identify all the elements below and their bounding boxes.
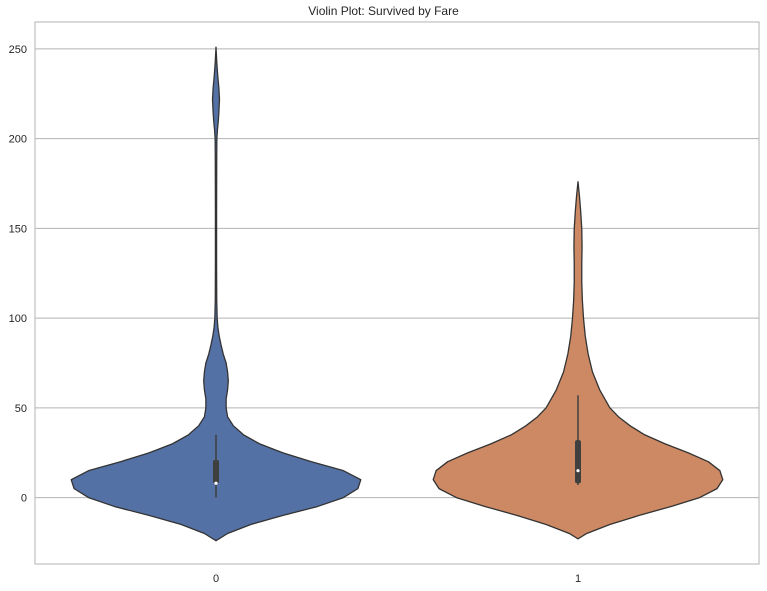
y-tick-label: 200 (9, 134, 27, 146)
x-tick-label: 1 (575, 573, 581, 585)
y-tick-label: 250 (9, 44, 27, 56)
median-dot-0 (214, 481, 218, 485)
box-plots (213, 395, 581, 498)
violin-0 (70, 46, 362, 542)
plot-frame (34, 21, 760, 565)
violin-1 (432, 181, 724, 540)
iqr-box-0 (213, 459, 219, 484)
y-tick-label: 100 (9, 313, 27, 325)
y-tick-label: 50 (15, 403, 27, 415)
iqr-box-1 (575, 440, 581, 484)
tick-labels: 0 50 100 150 200 250 0 1 (9, 44, 581, 585)
y-tick-label: 150 (9, 223, 27, 235)
violins (70, 46, 724, 542)
chart-title: Violin Plot: Survived by Fare (308, 4, 459, 18)
y-tick-label: 0 (21, 493, 27, 505)
x-tick-label: 0 (213, 573, 219, 585)
grid-lines (35, 48, 759, 499)
median-dot-1 (576, 469, 580, 473)
